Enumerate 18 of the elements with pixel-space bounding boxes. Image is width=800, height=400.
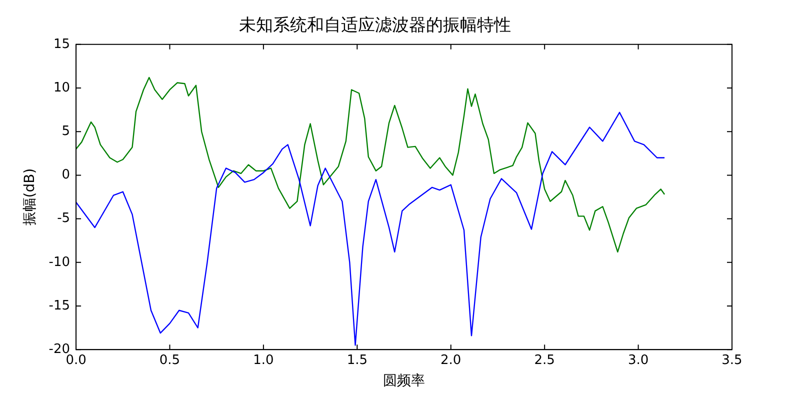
y-tick-label: -15 bbox=[48, 298, 70, 314]
x-tick-label: 3.5 bbox=[722, 352, 742, 368]
x-axis-title: 圆频率 bbox=[383, 373, 426, 390]
y-axis-title: 振幅(dB) bbox=[22, 168, 38, 226]
y-tick-label: 0 bbox=[62, 168, 70, 183]
y-tick-label: -5 bbox=[57, 211, 70, 226]
x-tick-label: 2.5 bbox=[534, 352, 555, 368]
y-tick-label: 15 bbox=[53, 36, 70, 52]
y-tick-label: -10 bbox=[48, 254, 70, 270]
x-tick-label: 0.5 bbox=[159, 352, 180, 368]
chart-title: 未知系统和自适应滤波器的振幅特性 bbox=[239, 16, 511, 36]
x-tick-label: 3.0 bbox=[628, 352, 649, 368]
x-tick-label: 1.0 bbox=[253, 352, 274, 368]
x-tick-label: 1.5 bbox=[346, 352, 368, 368]
y-tick-label: 5 bbox=[62, 124, 70, 139]
y-tick-label: 10 bbox=[53, 80, 70, 96]
x-tick-label: 2.0 bbox=[440, 352, 462, 368]
x-tick-label: 0.0 bbox=[66, 352, 86, 368]
